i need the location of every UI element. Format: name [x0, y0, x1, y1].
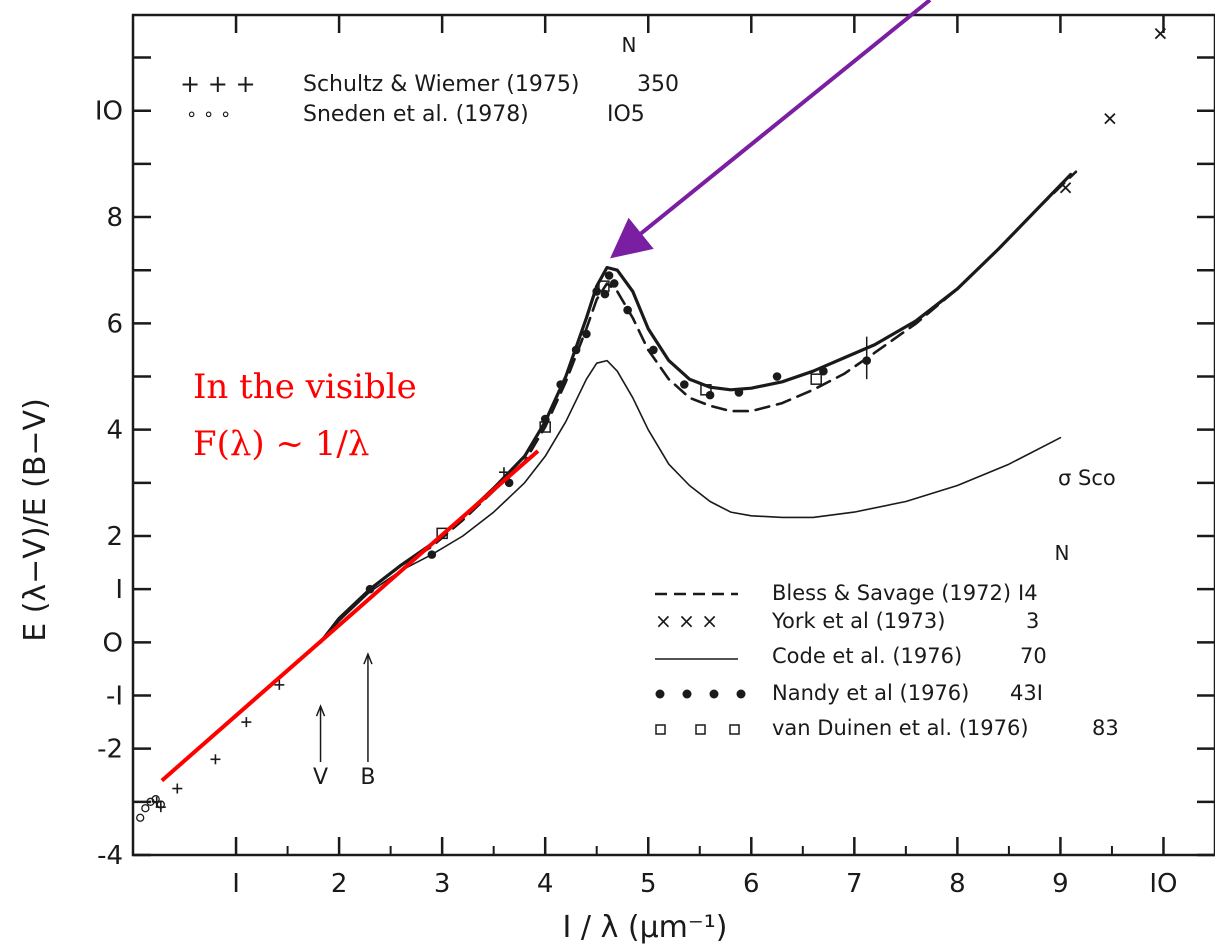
plus-marker: [210, 754, 221, 765]
curve-solid-thin: [319, 359, 1062, 644]
cross-marker: [1059, 182, 1072, 194]
curve-dashed: [319, 170, 1078, 644]
filled-dot-marker: [604, 271, 614, 280]
filled-dot-marker: [556, 380, 565, 389]
y-tick-label-8: 8: [106, 203, 123, 233]
open-circle-marker: [141, 804, 150, 813]
legend-bottom-n-4: 83: [1092, 716, 1119, 740]
filled-dot-marker: [680, 380, 689, 389]
curve-solid-thick: [318, 172, 1073, 644]
legend-top-label-0: Schultz & Wiemer (1975): [303, 72, 579, 97]
band-b-label: B: [360, 765, 375, 790]
x-tick-label-3: 4: [537, 869, 554, 899]
legend-top: N + + + Schultz & Wiemer (1975) 350 ∘ ∘ …: [180, 33, 679, 127]
x-tick-label-5: 6: [743, 869, 760, 899]
legend-bottom-n-2: 70: [1020, 644, 1047, 668]
curves: [318, 170, 1078, 644]
open-circle-marker: [136, 813, 145, 822]
y-tick-label-0: -4: [97, 841, 123, 871]
filled-dot-marker: [571, 345, 581, 355]
legend-bottom: N Bless & Savage (1972) I4 × × × York et…: [655, 541, 1119, 740]
bump-pointer-arrow: [610, 0, 932, 259]
y-tick-label-1: -2: [97, 735, 123, 765]
legend-bottom-label-1: York et al (1973): [771, 609, 945, 633]
plus-marker: [274, 679, 285, 690]
x-tick-label-7: 8: [949, 869, 966, 899]
fit-line: [160, 449, 540, 783]
legend-top-label-1: Sneden et al. (1978): [303, 102, 529, 127]
open-circle-marker: [156, 800, 165, 809]
legend-top-n-0: 350: [637, 72, 679, 97]
filled-dot-marker: [772, 372, 782, 381]
filled-dot-marker: [819, 366, 828, 376]
y-tick-label-9: IO: [95, 97, 123, 127]
band-arrow-b: [363, 652, 373, 762]
legend-top-symbols-0: + + +: [180, 70, 256, 98]
legend-bottom-label-0: Bless & Savage (1972): [772, 581, 1011, 605]
open-square-marker: [598, 280, 610, 292]
y-tick-label-6: 4: [106, 416, 123, 446]
x-tick-label-9: IO: [1149, 869, 1177, 899]
data-markers: [136, 27, 1167, 822]
visible-annotation-line2: F(λ) ~ 1/λ: [193, 424, 369, 464]
open-square-marker: [700, 384, 712, 396]
legend-dots-swatch: [655, 689, 746, 699]
legend-bottom-label-3: Nandy et al (1976): [772, 681, 969, 705]
filled-dot-marker: [609, 279, 619, 288]
filled-dot-marker: [600, 289, 610, 299]
band-v-label: V: [313, 765, 328, 790]
y-tick-label-4: I: [115, 575, 123, 605]
band-markers: [315, 652, 373, 762]
x-tick-label-0: I: [232, 869, 240, 899]
y-tick-label-3: O: [103, 628, 123, 658]
x-tick-label-6: 7: [846, 869, 863, 899]
open-square-marker: [810, 373, 822, 385]
legend-bottom-n-3: 43I: [1010, 681, 1043, 705]
legend-bottom-n-0: I4: [1018, 581, 1038, 605]
filled-dot-marker: [734, 388, 744, 397]
plus-marker: [155, 802, 166, 813]
legend-squares-swatch: [655, 724, 740, 735]
legend-bottom-label-2: Code et al. (1976): [772, 644, 962, 668]
legend-bottom-n-header: N: [1055, 541, 1070, 565]
legend-bottom-n-1: 3: [1026, 609, 1039, 633]
x-tick-label-4: 5: [640, 869, 657, 899]
x-tick-label-1: 2: [331, 869, 348, 899]
legend-top-n-header: N: [622, 33, 637, 57]
filled-dot-marker: [427, 550, 437, 559]
legend-bottom-symbols-1: × × ×: [655, 609, 718, 633]
open-circle-marker: [151, 795, 160, 804]
cross-marker: [1104, 113, 1116, 125]
plus-marker: [172, 783, 183, 794]
y-tick-label-2: -I: [106, 682, 123, 712]
filled-dot-marker: [649, 345, 658, 355]
y-tick-label-5: 2: [106, 522, 123, 552]
open-square-marker: [539, 421, 551, 433]
legend-top-symbols-1: ∘ ∘ ∘: [186, 104, 231, 125]
visible-annotation-line1: In the visible: [193, 367, 417, 407]
y-axis-label: E (λ−V)/E (B−V): [18, 398, 53, 642]
plus-marker: [241, 717, 252, 728]
axis-ticks: [133, 15, 1215, 857]
filled-dot-marker: [540, 414, 550, 424]
x-tick-labels: I 2 3 4 5 6 7 8 9 IO: [232, 869, 1177, 899]
y-tick-labels: -4 -2 -I OI 2 4 6 8 IO: [95, 97, 123, 871]
sigma-sco-label: σ Sco: [1058, 466, 1116, 490]
y-tick-label-7: 6: [106, 309, 123, 339]
open-square-marker: [436, 527, 448, 540]
x-tick-label-2: 3: [434, 869, 451, 899]
x-tick-label-8: 9: [1052, 869, 1069, 899]
plus-marker: [498, 467, 509, 478]
filled-dot-marker: [623, 305, 632, 315]
plot-frame: [131, 13, 1215, 857]
legend-bottom-label-4: van Duinen et al. (1976): [772, 716, 1029, 740]
cross-marker: [1154, 27, 1167, 40]
x-axis-label: I / λ (μm⁻¹): [563, 910, 728, 945]
filled-dot-marker: [365, 584, 375, 594]
legend-top-n-1: IO5: [607, 102, 645, 127]
filled-dot-marker: [582, 329, 591, 339]
band-arrow-v: [315, 704, 326, 762]
